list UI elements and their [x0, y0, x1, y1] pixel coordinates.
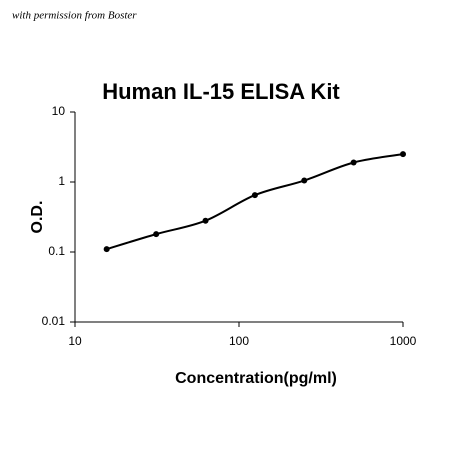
- x-axis-label: Concentration(pg/ml): [175, 370, 337, 387]
- x-tick-label: 1000: [390, 334, 417, 348]
- y-tick-label: 0.01: [42, 314, 66, 328]
- x-tick-label: 100: [229, 334, 249, 348]
- data-point: [400, 151, 406, 158]
- chart-title: Human IL-15 ELISA Kit: [102, 79, 340, 104]
- data-point: [202, 217, 209, 224]
- y-tick-label: 0.1: [48, 244, 65, 258]
- y-tick-label: 1: [58, 174, 65, 188]
- y-tick-label: 10: [52, 104, 66, 118]
- data-point: [350, 159, 357, 166]
- data-point: [301, 177, 308, 184]
- data-point: [153, 231, 160, 238]
- x-tick-label: 10: [68, 334, 82, 348]
- credit: with permission from Boster: [12, 10, 137, 22]
- y-axis-label: O.D.: [29, 201, 46, 234]
- data-point: [103, 246, 110, 253]
- data-point: [251, 192, 258, 199]
